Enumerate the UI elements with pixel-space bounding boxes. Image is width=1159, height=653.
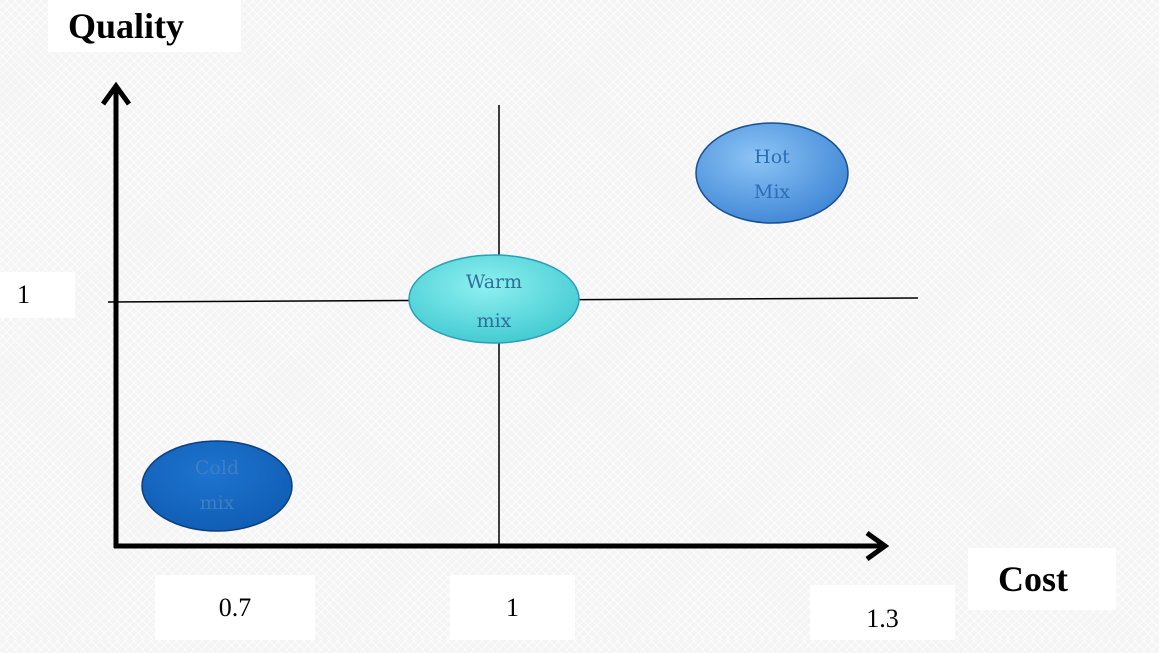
x-tick-label-mid: 1 <box>450 575 575 640</box>
bubble-warm-mix: Warm mix <box>408 254 580 344</box>
bubble-hot-mix: Hot Mix <box>695 122 849 224</box>
bubble-cold-mix: Cold mix <box>141 440 293 532</box>
bubble-hot-line2: Mix <box>754 181 791 203</box>
x-axis <box>114 530 890 562</box>
bubble-cold-line1: Cold <box>195 457 239 479</box>
y-axis-label: Quality <box>48 0 241 52</box>
y-axis <box>100 81 132 548</box>
bubble-warm-line2: mix <box>477 310 512 332</box>
y-tick-label: 1 <box>0 272 75 318</box>
x-tick-label-high: 1.3 <box>810 585 955 640</box>
bubble-hot-line1: Hot <box>754 146 790 168</box>
bubble-cold-line2: mix <box>200 492 235 514</box>
x-tick-label-low: 0.7 <box>155 575 315 640</box>
x-axis-label: Cost <box>968 548 1116 610</box>
bubble-warm-line1: Warm <box>466 271 522 293</box>
